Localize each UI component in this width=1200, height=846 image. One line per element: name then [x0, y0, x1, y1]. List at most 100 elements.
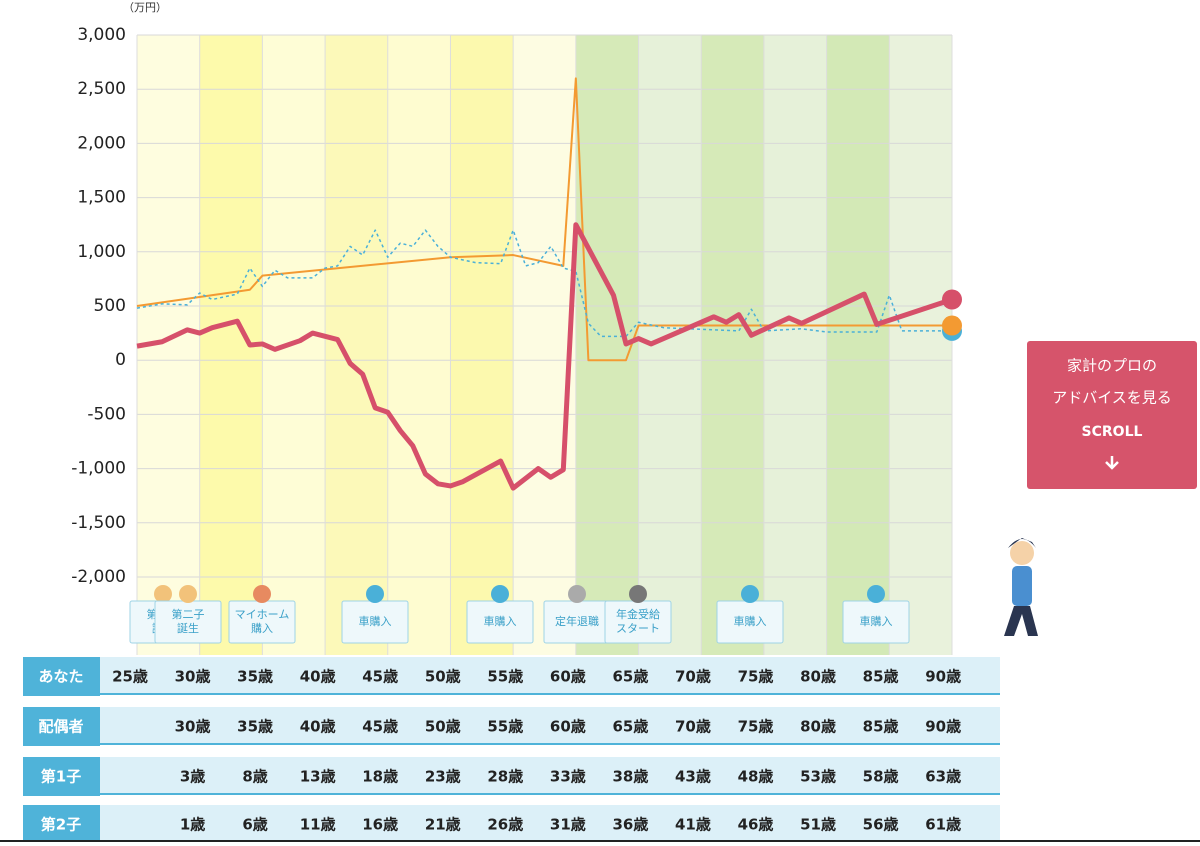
event-icon — [741, 585, 759, 603]
row-label: 第1子 — [41, 768, 81, 786]
age-cell: 18歳 — [362, 768, 398, 786]
age-cell: 41歳 — [675, 816, 711, 834]
button-text[interactable]: アドバイスを見る — [1052, 389, 1172, 407]
end-dot — [942, 315, 962, 336]
band — [763, 35, 827, 655]
event-icon — [366, 585, 384, 603]
age-cell: 51歳 — [800, 816, 836, 834]
row-head-bg — [23, 805, 100, 844]
age-cell: 55歳 — [487, 718, 523, 736]
event-label: 年金受給スタート — [616, 607, 660, 635]
event-label: マイホーム購入 — [235, 608, 290, 635]
age-cell: 35歳 — [237, 668, 273, 686]
age-cell: 80歳 — [800, 718, 836, 736]
event-label: 車購入 — [734, 614, 767, 628]
row-label: 配偶者 — [38, 718, 83, 736]
age-cell: 11歳 — [300, 816, 336, 834]
row-label: あなた — [38, 668, 83, 686]
age-cell: 30歳 — [175, 718, 211, 736]
age-cell: 33歳 — [550, 768, 586, 786]
age-cell: 61歳 — [925, 816, 961, 834]
y-tick-label: 2,500 — [77, 79, 126, 99]
age-cell: 48歳 — [738, 768, 774, 786]
age-cell: 40歳 — [300, 668, 336, 686]
age-cell: 1歳 — [180, 816, 205, 834]
age-cell: 85歳 — [863, 668, 899, 686]
age-cell: 40歳 — [300, 718, 336, 736]
y-tick-label: 2,000 — [77, 133, 126, 153]
age-cell: 75歳 — [738, 668, 774, 686]
age-cell: 58歳 — [863, 768, 899, 786]
age-cell: 25歳 — [112, 668, 148, 686]
y-tick-label: 0 — [115, 350, 126, 370]
row-bg — [100, 657, 1000, 695]
age-cell: 23歳 — [425, 768, 461, 786]
age-cell: 50歳 — [425, 668, 461, 686]
age-cell: 35歳 — [237, 718, 273, 736]
age-cell: 80歳 — [800, 668, 836, 686]
age-cell: 3歳 — [180, 768, 205, 786]
row-label: 第2子 — [41, 816, 81, 834]
band — [701, 35, 764, 655]
age-cell: 70歳 — [675, 718, 711, 736]
age-cell: 53歳 — [800, 768, 836, 786]
row-head-bg — [23, 707, 100, 746]
age-cell: 85歳 — [863, 718, 899, 736]
band — [387, 35, 451, 655]
event-icon — [867, 585, 885, 603]
row-head-bg — [23, 657, 100, 696]
button-text[interactable]: SCROLL — [1082, 424, 1143, 440]
age-cell: 56歳 — [863, 816, 899, 834]
age-cell: 26歳 — [487, 816, 523, 834]
event-icon — [568, 585, 586, 603]
age-cell: 60歳 — [550, 668, 586, 686]
age-cell: 16歳 — [362, 816, 398, 834]
y-tick-label: 1,500 — [77, 188, 126, 208]
y-tick-label: -2,000 — [71, 567, 126, 587]
event-icon — [629, 585, 647, 603]
age-cell: 90歳 — [925, 718, 961, 736]
age-cell: 75歳 — [738, 718, 774, 736]
unit-label: （万円） — [123, 1, 167, 14]
arrow-icon — [1105, 456, 1119, 470]
y-tick-label: -1,000 — [71, 459, 126, 479]
row-head-bg — [23, 757, 100, 796]
age-cell: 45歳 — [362, 718, 398, 736]
age-cell: 70歳 — [675, 668, 711, 686]
y-tick-label: 1,000 — [77, 242, 126, 262]
band — [325, 35, 388, 655]
age-cell: 6歳 — [242, 816, 267, 834]
character — [1004, 538, 1038, 636]
band — [513, 35, 576, 655]
age-cell: 63歳 — [925, 768, 961, 786]
end-dot — [942, 289, 962, 310]
series-line — [136, 229, 952, 338]
event-label: 車購入 — [484, 614, 517, 628]
age-cell: 28歳 — [487, 768, 523, 786]
event-label: 車購入 — [359, 614, 392, 628]
event-label: 車購入 — [860, 614, 893, 628]
event-icon — [491, 585, 509, 603]
row-bg — [100, 805, 1000, 843]
age-cell: 65歳 — [612, 718, 648, 736]
age-cell: 36歳 — [612, 816, 648, 834]
age-cell: 8歳 — [242, 768, 267, 786]
band — [450, 35, 514, 655]
age-cell: 21歳 — [425, 816, 461, 834]
button-text[interactable]: 家計のプロの — [1067, 357, 1157, 375]
event-icon — [253, 585, 271, 603]
event-icon — [154, 585, 172, 603]
age-cell: 43歳 — [675, 768, 711, 786]
band — [826, 35, 890, 655]
scroll-button[interactable]: 家計のプロの アドバイスを見る SCROLL — [1027, 341, 1197, 489]
age-cell: 60歳 — [550, 718, 586, 736]
age-cell: 46歳 — [738, 816, 774, 834]
event-label: 定年退職 — [555, 614, 599, 628]
age-cell: 55歳 — [487, 668, 523, 686]
series-line — [136, 222, 953, 491]
button-bg[interactable] — [1027, 341, 1197, 489]
age-cell: 90歳 — [925, 668, 961, 686]
y-tick-label: -500 — [87, 404, 126, 424]
